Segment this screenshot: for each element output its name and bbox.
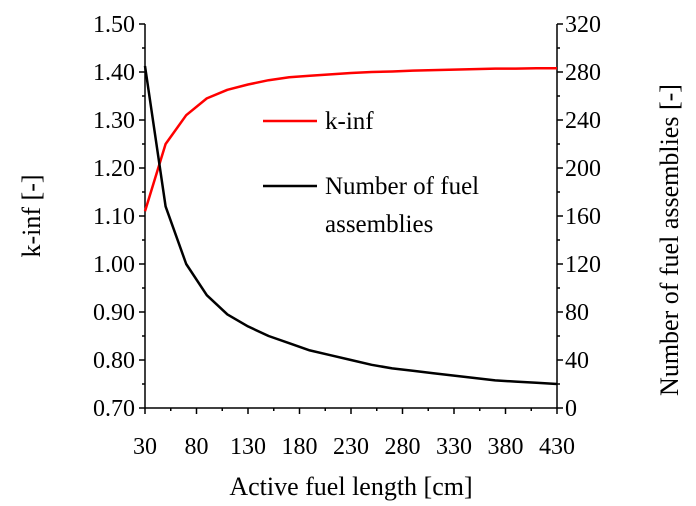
y-tick-label: 1.20 <box>93 156 135 182</box>
y2-tick-label: 320 <box>565 12 601 38</box>
tick-labels: 0.70 0.80 0.90 1.00 1.10 1.20 1.30 1.40 1.50 0 40 8… <box>93 12 601 460</box>
series-group <box>143 65 558 386</box>
y2-tick-label: 200 <box>565 156 601 182</box>
y2-tick-label: 120 <box>565 252 601 278</box>
x-tick-label: 30 <box>133 434 157 460</box>
x-tick-label: 430 <box>539 434 575 460</box>
series-line-k-inf <box>143 66 557 212</box>
y2-tick-label: 160 <box>565 204 601 230</box>
legend-label-fuel-assemblies-line1: Number of fuel <box>325 173 479 200</box>
series-line-fuel-assemblies <box>143 65 558 386</box>
x-tick-label: 330 <box>436 434 472 460</box>
x-tick-label: 380 <box>488 434 524 460</box>
x-tick-label: 230 <box>333 434 369 460</box>
legend-label-k-inf: k-inf <box>325 108 374 135</box>
y2-tick-label: 280 <box>565 60 601 86</box>
y-tick-label: 1.40 <box>93 60 135 86</box>
y-tick-label: 1.00 <box>93 252 135 278</box>
ticks <box>139 23 563 414</box>
y2-tick-label: 40 <box>565 348 589 374</box>
y-tick-label: 1.30 <box>93 108 135 134</box>
x-tick-label: 80 <box>185 434 209 460</box>
y-tick-label: 0.80 <box>93 348 135 374</box>
legend: k-inf Number of fuel assemblies <box>263 108 479 238</box>
y2-tick-label: 80 <box>565 300 589 326</box>
y-tick-label: 0.90 <box>93 300 135 326</box>
legend-label-fuel-assemblies-line2: assemblies <box>325 211 433 238</box>
x-axis-title: Active fuel length [cm] <box>229 472 472 501</box>
y2-tick-label: 240 <box>565 108 601 134</box>
x-tick-label: 180 <box>282 434 318 460</box>
x-tick-label: 130 <box>230 434 266 460</box>
y2-tick-label: 0 <box>565 396 577 422</box>
y2-axis-title: Number of fuel assemblies [-] <box>655 84 684 396</box>
y-tick-label: 1.50 <box>93 12 135 38</box>
y-axis-title: k-inf [-] <box>17 174 46 257</box>
y-tick-label: 0.70 <box>93 396 135 422</box>
x-tick-label: 280 <box>385 434 421 460</box>
y-tick-label: 1.10 <box>93 204 135 230</box>
